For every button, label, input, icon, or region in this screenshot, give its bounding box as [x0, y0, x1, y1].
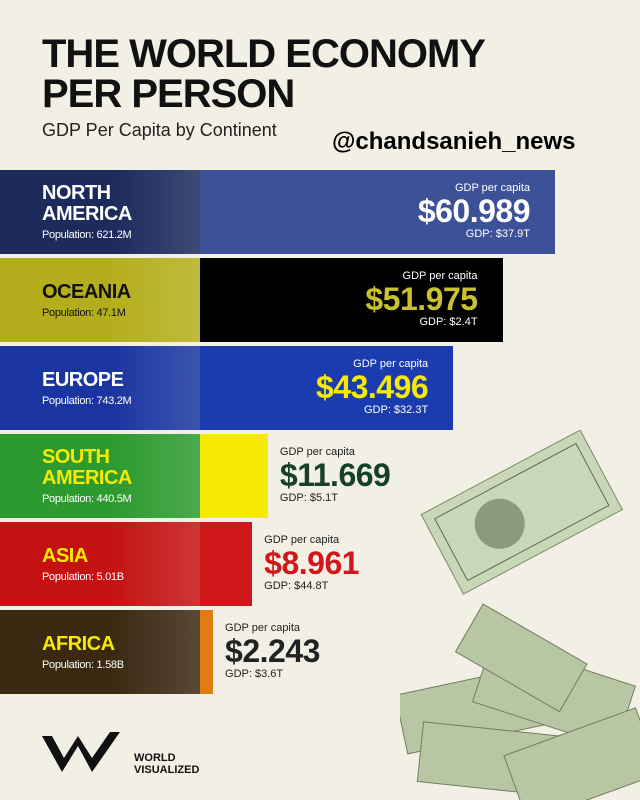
chart-subtitle: GDP Per Capita by Continent: [42, 120, 277, 140]
gdp-total: GDP: $5.1T: [279, 492, 338, 504]
value-label: $51.975: [365, 281, 478, 317]
category-panel: ASIA Population: 5.01B: [0, 522, 200, 606]
value-group: GDP per capita $8.961 GDP: $44.8T: [264, 534, 359, 592]
value-header: GDP per capita: [264, 534, 340, 546]
value-group: GDP per capita $2.243 GDP: $3.6T: [225, 622, 320, 680]
value-group: GDP per capita $43.496 GDP: $32.3T: [316, 358, 429, 416]
money-decoration: [400, 430, 640, 800]
value-header: GDP per capita: [353, 358, 429, 370]
value-header: GDP per capita: [454, 182, 530, 194]
category-label: EUROPE: [42, 368, 124, 391]
value-header: GDP per capita: [225, 622, 301, 634]
category-label: SOUTH AMERICA: [42, 446, 132, 489]
value-label: $2.243: [225, 633, 320, 669]
value-label: $60.989: [417, 193, 531, 229]
category-label: OCEANIA: [42, 280, 131, 303]
category-panel: EUROPE Population: 743.2M: [0, 346, 200, 430]
gdp-total: GDP: $32.3T: [363, 404, 429, 416]
population-label: Population: 743.2M: [42, 394, 132, 407]
value-label: $43.496: [316, 369, 429, 405]
category-label: AFRICA: [42, 632, 115, 655]
category-label: ASIA: [42, 544, 88, 567]
chart-title: THE WORLD ECONOMY PER PERSON: [42, 32, 485, 116]
category-label: NORTH AMERICA: [42, 182, 132, 225]
value-group: GDP per capita $51.975 GDP: $2.4T: [365, 270, 478, 328]
category-panel: AFRICA Population: 1.58B: [0, 610, 200, 694]
gdp-total: GDP: $3.6T: [225, 668, 284, 680]
population-label: Population: 5.01B: [42, 570, 124, 583]
gdp-total: GDP: $2.4T: [419, 316, 478, 328]
population-label: Population: 440.5M: [42, 493, 132, 505]
value-header: GDP per capita: [402, 270, 478, 282]
value-label: $11.669: [279, 457, 391, 493]
category-panel: OCEANIA Population: 47.1M: [0, 258, 200, 342]
value-group: GDP per capita $60.989 GDP: $37.9T: [417, 182, 531, 240]
value-header: GDP per capita: [279, 446, 355, 458]
watermark: @chandsanieh_news: [332, 128, 576, 155]
category-panel: NORTH AMERICA Population: 621.2M: [0, 170, 200, 254]
population-label: Population: 621.2M: [42, 229, 132, 241]
brand-logo: [42, 732, 120, 772]
population-label: Population: 47.1M: [42, 306, 126, 319]
population-label: Population: 1.58B: [42, 658, 124, 671]
gdp-total: GDP: $37.9T: [465, 228, 530, 240]
category-panel: SOUTH AMERICA Population: 440.5M: [0, 434, 200, 518]
brand-name: WORLD VISUALIZED: [134, 752, 200, 776]
value-label: $8.961: [264, 545, 360, 581]
gdp-total: GDP: $44.8T: [264, 580, 329, 592]
value-group: GDP per capita $11.669 GDP: $5.1T: [279, 446, 391, 504]
